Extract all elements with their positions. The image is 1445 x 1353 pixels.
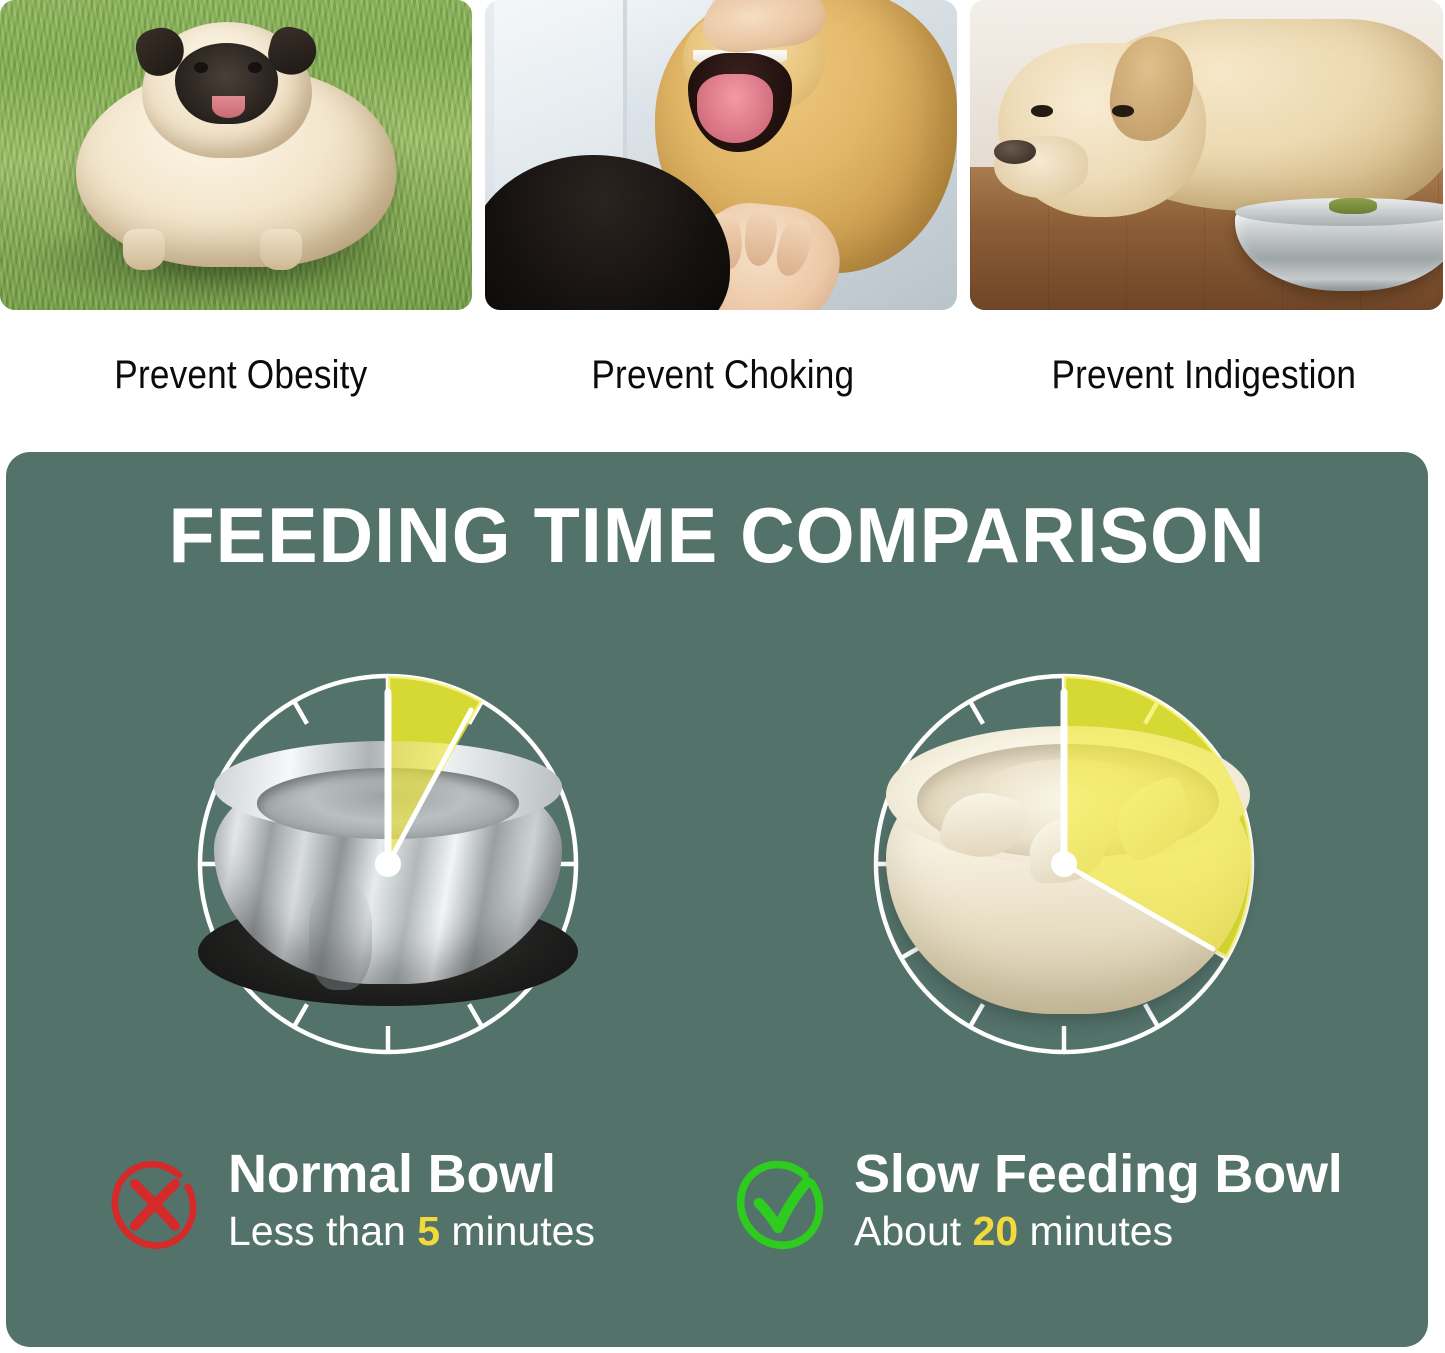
- legend-sub-normal-bowl: Less than 5 minutes: [228, 1206, 595, 1257]
- steel-bowl-highlight: [308, 881, 373, 990]
- stainless-steel-bowl: [190, 736, 586, 1006]
- finger-2: [742, 207, 780, 268]
- pug-leg-left: [122, 229, 166, 270]
- legend-item-normal-bowl: Normal Bowl Less than 5 minutes: [106, 1144, 595, 1257]
- feeding-time-comparison-panel: FEEDING TIME COMPARISON: [6, 452, 1428, 1347]
- clock-comparison-row: [6, 644, 1428, 1084]
- legend-sub-prefix: About: [854, 1208, 973, 1255]
- legend-title-slow-feeding-bowl: Slow Feeding Bowl: [854, 1144, 1343, 1204]
- normal-bowl-overlay-svg: [375, 676, 482, 877]
- labrador-eye-left: [1031, 105, 1054, 117]
- legend-text-slow-feeding-bowl: Slow Feeding Bowl About 20 minutes: [854, 1144, 1343, 1257]
- slow-bowl-clock: [844, 644, 1284, 1084]
- finger-3: [771, 216, 818, 280]
- legend-sub-number: 5: [417, 1208, 440, 1255]
- legend-sub-suffix: minutes: [440, 1208, 595, 1255]
- labrador-nose: [993, 139, 1037, 165]
- check-circle-icon: [736, 1160, 824, 1250]
- photo-tile-prevent-choking: [485, 0, 957, 310]
- benefit-caption-row: Prevent Obesity Prevent Choking Prevent …: [0, 332, 1445, 418]
- page-title: FEEDING TIME COMPARISON: [168, 491, 1266, 579]
- legend-row: Normal Bowl Less than 5 minutes Slow Fee…: [6, 1144, 1428, 1287]
- retriever-tongue: [697, 74, 773, 143]
- pug-eye-right: [247, 62, 263, 73]
- legend-sub-slow-feeding-bowl: About 20 minutes: [854, 1206, 1343, 1257]
- caption-prevent-indigestion: Prevent Indigestion: [1051, 352, 1357, 397]
- legend-item-slow-feeding-bowl: Slow Feeding Bowl About 20 minutes: [732, 1144, 1343, 1257]
- labrador-eye-right: [1111, 105, 1134, 117]
- legend-sub-suffix: minutes: [1018, 1208, 1174, 1255]
- pug-eye-left: [193, 62, 209, 73]
- pug-tongue: [212, 96, 246, 118]
- legend-sub-number: 20: [972, 1208, 1019, 1255]
- photo-tile-prevent-obesity: [0, 0, 472, 310]
- hour-hand: [1061, 861, 1216, 952]
- normal-bowl-clock: [168, 644, 608, 1084]
- legend-sub-prefix: Less than: [228, 1208, 418, 1255]
- benefit-photo-strip: [0, 0, 1445, 310]
- caption-prevent-obesity: Prevent Obesity: [114, 352, 368, 397]
- cross-circle-icon: [111, 1160, 197, 1249]
- clock-center-cap: [375, 851, 401, 877]
- hour-hand: [385, 707, 474, 867]
- wedge-yellow-overlay-20min: [1064, 676, 1252, 958]
- pug-leg-right: [259, 229, 303, 270]
- photo-tile-prevent-indigestion: [970, 0, 1443, 310]
- kibble-bits: [1329, 198, 1377, 214]
- caption-prevent-choking: Prevent Choking: [591, 352, 854, 397]
- legend-text-normal-bowl: Normal Bowl Less than 5 minutes: [228, 1144, 595, 1257]
- legend-title-normal-bowl: Normal Bowl: [228, 1144, 556, 1204]
- slow-bowl-overlay-svg: [1051, 676, 1252, 958]
- clock-center-cap: [1051, 851, 1077, 877]
